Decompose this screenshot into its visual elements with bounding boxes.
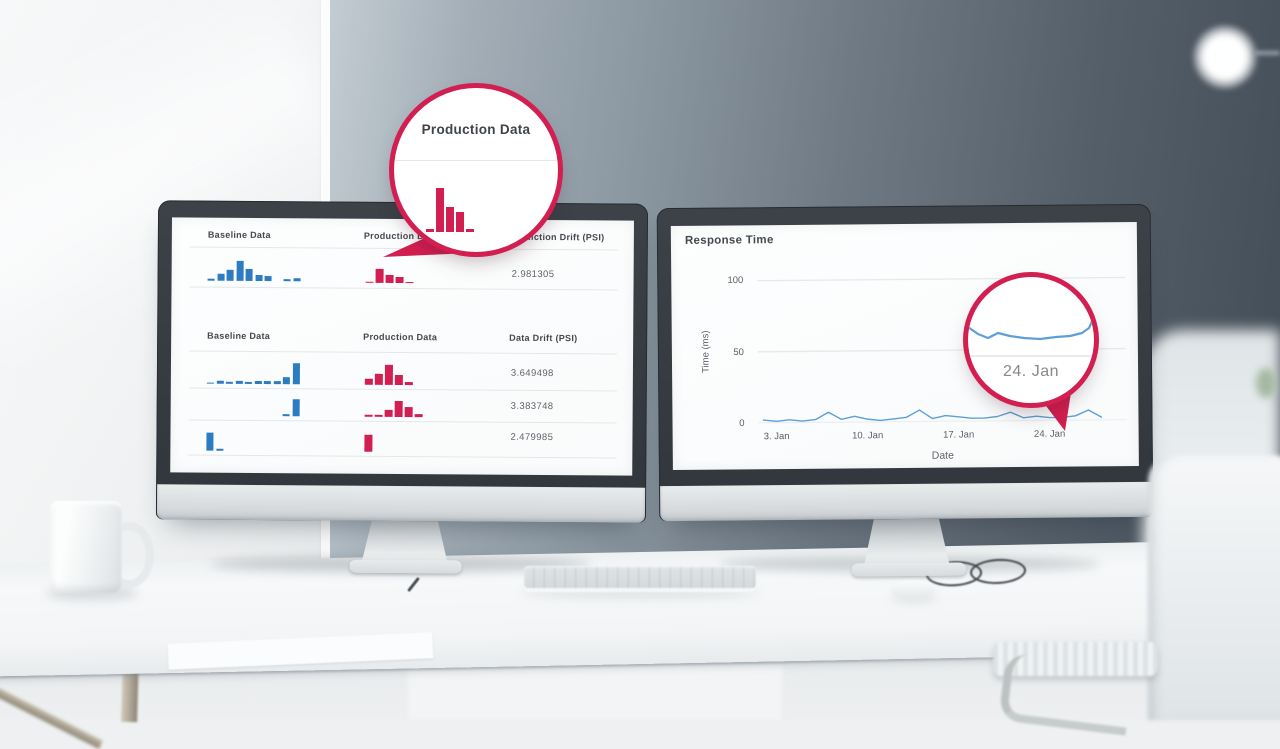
mouse[interactable] [891,580,935,599]
column-header-data-drift: Data Drift (PSI) [509,332,578,344]
production-histogram [364,400,423,418]
production-histogram [364,364,413,386]
baseline-histogram [207,260,304,282]
magnifier-divider [394,160,558,161]
lamp-glow [1193,25,1257,89]
baseline-histogram [207,399,303,417]
column-header-production: Production Data [363,331,438,343]
divider [188,387,617,392]
divider [188,454,617,459]
column-header-baseline: Baseline Data [207,330,271,342]
magnified-production-histogram [426,188,474,232]
divider [189,286,618,291]
right-monitor-stand-foot [851,562,966,577]
plant-leaf-blur [1256,368,1276,398]
baseline-histogram [206,363,303,385]
left-monitor-bezel: Baseline Data Production Data Prediction… [155,200,649,523]
eyeglasses-lens-right [969,557,1027,586]
coffee-mug [50,501,122,593]
gridline-100 [757,276,1126,282]
left-monitor-chin [156,484,646,523]
right-monitor-chin [660,481,1153,522]
x-tick-10-jan: 10. Jan [851,430,884,442]
production-histogram [364,434,373,452]
production-data-magnifier: Production Data [389,83,563,257]
keyboard-shadow [520,588,760,598]
date-magnifier: 24. Jan [963,272,1099,408]
baseline-histogram [206,432,302,452]
psi-value: 2.479985 [510,431,554,444]
chair-back [1148,455,1280,720]
magnifier-date-label: 24. Jan [1003,363,1059,380]
divider [189,246,618,251]
psi-value: 3.649498 [510,367,554,380]
production-histogram [365,268,414,284]
left-monitor-stand-foot [349,559,462,574]
y-tick-100: 100 [727,275,744,287]
y-tick-0: 0 [739,417,745,429]
magnified-line-chart [968,316,1094,357]
chair-seat [993,642,1158,676]
x-tick-3-jan: 3. Jan [763,431,790,443]
left-monitor: Baseline Data Production Data Prediction… [155,200,649,574]
x-tick-24-jan: 24. Jan [1033,428,1066,440]
chair-chrome-frame [998,652,1134,736]
x-tick-17-jan: 17. Jan [942,429,975,441]
magnifier-title: Production Data [421,122,531,137]
x-axis-label: Date [931,449,954,462]
divider [189,350,618,355]
psi-value: 3.383748 [510,400,554,413]
psi-value: 2.981305 [511,268,555,281]
y-axis-label: Time (ms) [700,330,712,373]
divider [188,419,617,424]
column-header-baseline: Baseline Data [207,229,271,241]
left-monitor-screen: Baseline Data Production Data Prediction… [170,217,634,476]
lamp-arm [1254,51,1280,55]
keyboard[interactable] [524,566,756,592]
